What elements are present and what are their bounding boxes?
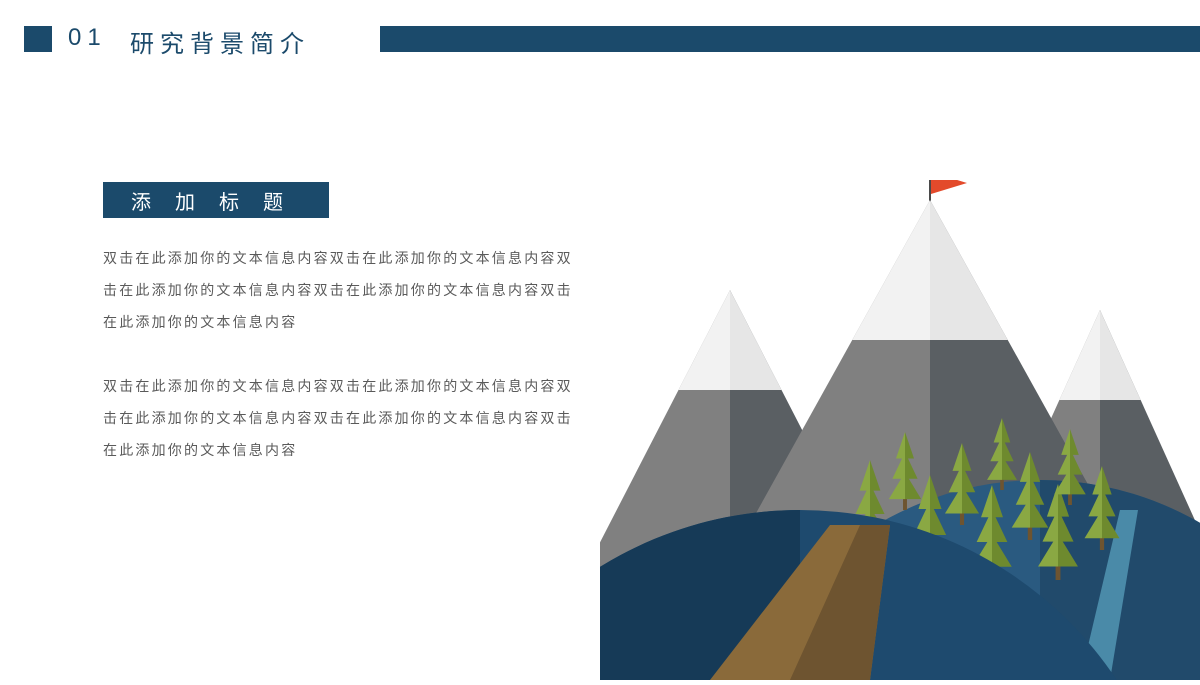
content-title-box: 添加标题	[103, 182, 329, 218]
header-bar	[380, 26, 1200, 52]
mountain-svg	[600, 180, 1200, 680]
mountain-illustration	[600, 180, 1200, 680]
content-title: 添加标题	[125, 186, 307, 215]
body-paragraph-2: 双击在此添加你的文本信息内容双击在此添加你的文本信息内容双击在此添加你的文本信息…	[103, 370, 573, 467]
slide-header: 01 研究背景简介	[0, 24, 1200, 54]
body-paragraph-1: 双击在此添加你的文本信息内容双击在此添加你的文本信息内容双击在此添加你的文本信息…	[103, 242, 573, 339]
section-title: 研究背景简介	[130, 24, 310, 59]
section-number: 01	[68, 24, 107, 52]
header-accent-block	[24, 26, 52, 52]
